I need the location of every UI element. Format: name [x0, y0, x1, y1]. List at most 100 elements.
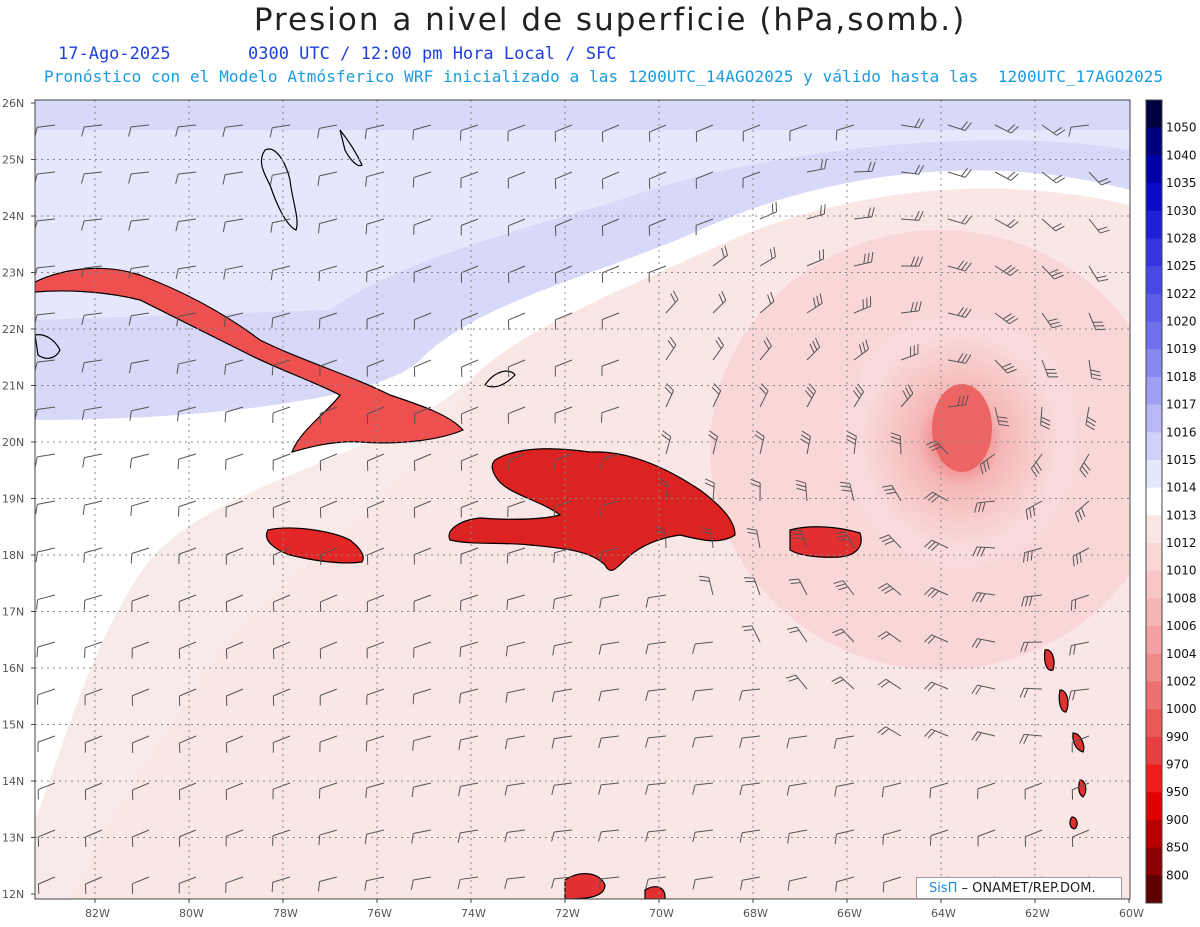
wind-barb-shaft: [853, 261, 872, 267]
wind-barb-shaft: [179, 782, 197, 791]
wind-barb-shaft: [84, 124, 103, 128]
wind-barb-shaft: [37, 171, 56, 175]
wind-barb-flag: [412, 129, 415, 140]
wind-barb-flag: [835, 583, 846, 588]
wind-barb-flag: [1019, 688, 1025, 698]
wind-barb-shaft: [273, 735, 291, 744]
wind-barb-flag: [1002, 313, 1012, 320]
wind-barb-shaft: [554, 500, 573, 507]
wind-barb-shaft: [367, 453, 385, 462]
wind-barb-shaft: [84, 688, 103, 696]
wind-barb-flag: [885, 491, 897, 495]
wind-barb-flag: [670, 293, 676, 303]
wind-barb-flag: [1030, 468, 1038, 478]
wind-barb-shaft: [178, 359, 197, 365]
wind-barb-flag: [81, 409, 85, 420]
colorbar-swatch: [1146, 570, 1162, 599]
wind-barb-shaft: [272, 312, 291, 319]
wind-barb-flag: [505, 692, 508, 703]
wind-barb-flag: [1023, 552, 1026, 563]
wind-barb-shaft: [601, 594, 620, 599]
lat-label: 16N: [2, 662, 24, 675]
wind-barb-shaft: [131, 547, 150, 554]
wind-barb-flag: [598, 831, 602, 842]
wind-barb-flag: [831, 676, 841, 682]
wind-barb-shaft: [712, 254, 728, 267]
wind-barb-shaft: [367, 406, 385, 415]
wind-barb-flag: [1023, 688, 1029, 698]
wind-barb-shaft: [994, 171, 1012, 181]
wind-barb-flag: [718, 293, 724, 304]
wind-barb-flag: [971, 592, 978, 602]
wind-barb-shaft: [413, 171, 432, 178]
wind-barb-shaft: [178, 171, 197, 175]
wind-barb-flag: [364, 834, 368, 845]
wind-barb-flag: [1074, 512, 1080, 523]
wind-barb-shaft: [178, 218, 197, 222]
wind-barb-flag: [692, 784, 696, 795]
martinique: [1072, 732, 1085, 753]
wind-barb-flag: [551, 785, 555, 796]
wind-barb-shaft: [460, 124, 479, 132]
wind-barb-shaft: [413, 688, 432, 695]
wind-barb-shaft: [601, 500, 620, 507]
wind-barb-flag: [1080, 507, 1086, 518]
wind-barb-shaft: [178, 500, 197, 508]
wind-barb-flag: [929, 788, 932, 799]
lat-label: 25N: [2, 154, 24, 167]
wind-barb-shaft: [885, 678, 902, 690]
lon-label: 74W: [461, 907, 486, 920]
wind-barb-shaft: [1041, 218, 1056, 232]
wind-barb-shaft: [319, 171, 338, 177]
wind-barb-shaft: [601, 359, 620, 367]
wind-barb-flag: [704, 482, 715, 488]
wind-barb-shaft: [320, 406, 338, 414]
lat-label: 17N: [2, 606, 24, 619]
colorbar-swatch: [1146, 764, 1162, 793]
wind-barb-shaft: [132, 735, 150, 744]
wind-barb-shaft: [366, 688, 385, 696]
wind-barb-flag: [739, 737, 743, 748]
wind-barb-flag: [1079, 552, 1082, 563]
wind-barb-shaft: [508, 406, 526, 415]
wind-barb-flag: [881, 585, 891, 592]
wind-barb-flag: [645, 690, 649, 701]
wind-barb-shaft: [806, 436, 811, 455]
wind-barb-flag: [871, 207, 875, 218]
wind-barb-flag: [317, 881, 321, 892]
wind-barb-shaft: [179, 876, 197, 884]
wind-barb-flag: [669, 336, 677, 346]
wind-barb-flag: [1083, 462, 1091, 471]
wind-barb-shaft: [930, 829, 949, 837]
colorbar-label: 850: [1166, 841, 1189, 855]
wind-barb-flag: [1026, 551, 1029, 562]
wind-barb-shaft: [900, 393, 914, 408]
wind-barb-shaft: [601, 735, 620, 739]
colorbar-label: 1018: [1166, 370, 1197, 384]
wind-barb-shaft: [319, 782, 338, 790]
wind-barb-flag: [598, 644, 602, 655]
wind-barb-shaft: [131, 594, 150, 602]
page-title: Presion a nivel de superficie (hPa,somb.…: [253, 2, 967, 38]
turks-caicos: [484, 370, 516, 388]
wind-barb-shaft: [38, 829, 56, 838]
wind-barb-shaft: [994, 265, 1011, 276]
wind-barb-flag: [662, 430, 672, 438]
wind-barb-flag: [411, 833, 414, 844]
cuba: [35, 267, 464, 453]
wind-barb-flag: [877, 726, 886, 734]
wind-barb-flag: [834, 631, 845, 637]
wind-barb-flag: [35, 456, 38, 467]
wind-barb-shaft: [899, 435, 902, 455]
wind-barb-flag: [1021, 596, 1025, 607]
pressure-colorbar: 1050 1040 1035 1030 1028 1025 1022 1020 1019 1018…: [1145, 99, 1197, 904]
wind-barb-shaft: [413, 641, 432, 649]
wind-barb-flag: [867, 207, 871, 218]
wind-barb-shaft: [461, 406, 479, 415]
wind-barb-flag: [364, 880, 367, 891]
wind-barb-flag: [871, 161, 876, 172]
wind-barb-shaft: [759, 211, 777, 220]
wind-barb-flag: [1085, 424, 1095, 431]
wind-barb-flag: [457, 879, 461, 890]
wind-barb-shaft: [508, 265, 526, 274]
